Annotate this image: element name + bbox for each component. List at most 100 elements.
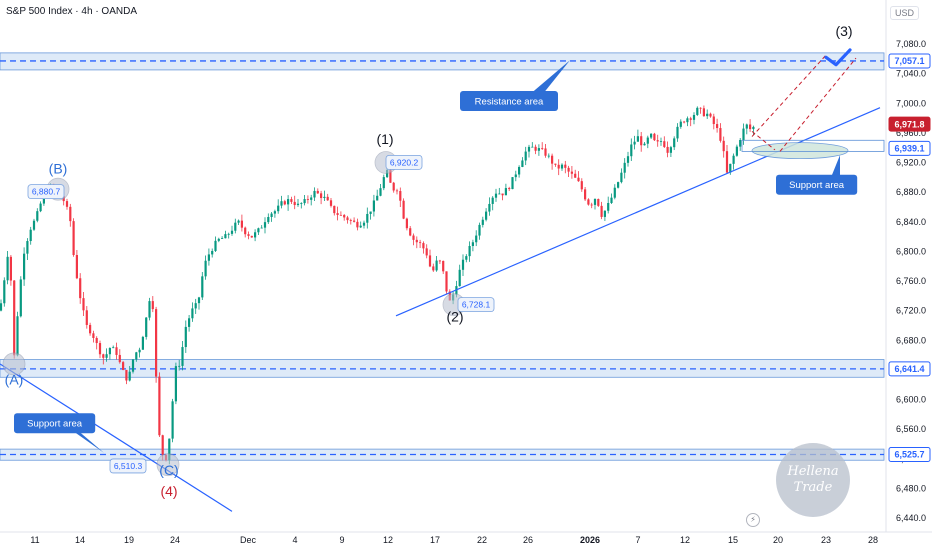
price-tick-label: 7,080.0	[896, 39, 926, 49]
wave-label: (3)	[835, 23, 852, 39]
lightning-icon[interactable]: ⚡	[746, 513, 760, 527]
projection-arrow	[751, 131, 776, 151]
candle-body	[145, 317, 148, 337]
time-axis[interactable]: 11 14 19 24 Dec 4 9 12 17 22 26 2026 7 12 15 20 23 28	[30, 535, 878, 545]
candle-body	[115, 347, 118, 355]
candle-body	[504, 188, 507, 196]
price-tag[interactable]	[888, 140, 931, 156]
candle-body	[277, 205, 280, 212]
candle-body	[689, 118, 692, 120]
candle-body	[646, 137, 649, 144]
price-tick-label: 6,560.0	[896, 424, 926, 434]
support-ellipse	[751, 142, 849, 160]
candle-body	[709, 113, 712, 117]
price-tick-label: 6,600.0	[896, 395, 926, 405]
candle-body	[128, 371, 131, 381]
candle-body	[151, 301, 154, 310]
candle-body	[237, 220, 240, 223]
candle-body	[343, 215, 346, 218]
candle-body	[412, 235, 415, 240]
time-tick-label: 2026	[580, 535, 600, 545]
candle-body	[174, 366, 177, 402]
candle-body	[359, 225, 362, 228]
candle-body	[415, 239, 418, 243]
time-tick-label: 24	[170, 535, 180, 545]
candle-body	[339, 214, 342, 216]
price-tag[interactable]	[888, 53, 931, 69]
candle-body	[105, 354, 108, 358]
candle-body	[514, 174, 517, 178]
price-tag[interactable]	[888, 116, 931, 132]
candle-body	[560, 164, 564, 169]
candle-body	[382, 177, 385, 189]
candle-body	[336, 213, 339, 215]
candle-body	[485, 211, 488, 220]
zones-layer	[0, 52, 885, 461]
candle-body	[65, 201, 69, 207]
candle-body	[653, 133, 656, 141]
pivot-circle	[2, 352, 26, 376]
candle-body	[227, 233, 230, 235]
candle-body	[511, 177, 514, 190]
candle-body	[29, 229, 32, 242]
time-tick-label: 17	[430, 535, 440, 545]
price-tick-label: 6,680.0	[896, 335, 926, 345]
candle-body	[600, 205, 603, 217]
candle-body	[481, 219, 484, 225]
candle-body	[138, 349, 141, 353]
candle-body	[636, 136, 639, 142]
check-mark-icon	[824, 48, 852, 67]
price-tag[interactable]	[888, 361, 931, 377]
candle-body	[26, 241, 29, 254]
price-axis[interactable]: 6,440.06,480.06,520.06,560.06,600.06,640…	[888, 39, 931, 523]
candle-body	[554, 163, 557, 165]
candle-body	[250, 235, 253, 238]
candle-body	[666, 146, 669, 153]
candle-body	[656, 140, 659, 142]
candle-body	[669, 147, 672, 153]
currency-badge[interactable]: USD	[890, 6, 920, 20]
candle-body	[706, 113, 709, 117]
candle-body	[19, 279, 22, 317]
candle-body	[626, 156, 630, 163]
symbol-header[interactable]: S&P 500 Index · 4h · OANDA	[6, 6, 137, 17]
candle-body	[69, 206, 72, 222]
price-tag-label: 7,057.1	[894, 56, 924, 66]
pivot-price-box	[457, 297, 495, 313]
candle-body	[557, 164, 560, 169]
candle-body	[125, 369, 128, 381]
candle-body	[79, 278, 82, 299]
candle-body	[395, 190, 399, 192]
candle-body	[95, 337, 98, 344]
candle-body	[333, 205, 336, 214]
candle-body	[329, 200, 333, 206]
price-tick-label: 6,960.0	[896, 128, 926, 138]
pivot-price-label: 6,880.7	[32, 187, 61, 197]
candle-body	[155, 309, 158, 377]
callout-label: Support area	[27, 419, 83, 430]
candle-body	[696, 107, 699, 115]
candle-body	[650, 133, 653, 138]
candle-body	[498, 193, 501, 195]
price-tag-label: 6,641.4	[894, 364, 924, 374]
candle-body	[663, 141, 666, 147]
candle-body	[478, 224, 481, 236]
candle-body	[673, 138, 676, 148]
candle-body	[610, 197, 613, 203]
candle-body	[597, 198, 600, 206]
candle-body	[158, 376, 161, 436]
candle-body	[326, 196, 329, 201]
candle-body	[118, 354, 121, 363]
candle-body	[438, 260, 441, 262]
time-tick-label: 20	[773, 535, 783, 545]
candle-body	[471, 242, 474, 247]
price-tag[interactable]	[888, 447, 931, 463]
candle-body	[32, 220, 36, 230]
candle-body	[722, 140, 725, 152]
candle-body	[303, 199, 306, 204]
candle-body	[640, 136, 643, 146]
candle-body	[729, 163, 732, 173]
candle-body	[234, 222, 237, 231]
candle-body	[270, 213, 273, 217]
